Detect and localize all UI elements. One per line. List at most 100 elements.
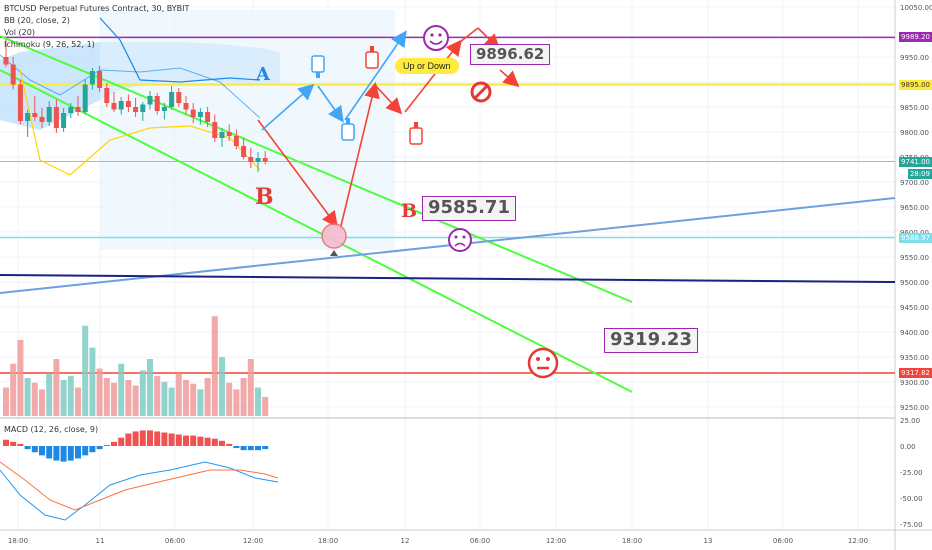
macd-bar [175,434,182,446]
volume-bar [111,382,117,416]
macd-bar [147,430,153,446]
channel-upper-line [0,35,633,303]
volume-bar [161,381,168,416]
volume-bar [3,387,9,416]
macd-tick-label: 25.00 [900,417,920,425]
volume-bar [17,340,24,416]
price-tick-label: 9450.00 [900,304,929,312]
candle-body [133,107,139,112]
candle-body [219,132,225,138]
price-tick-label: 9800.00 [900,129,929,137]
pointing-hand-icon [365,46,379,69]
macd-bar [46,446,53,459]
macd-bar [67,446,74,461]
happy-face-icon [423,25,449,51]
ichimoku-base-line [99,17,261,83]
volume-bars [3,316,269,416]
time-tick-label: 11 [96,537,105,545]
price-tick-label: 9350.00 [900,354,929,362]
pointing-hand-icon [409,122,423,145]
pointing-hand-icon [311,55,325,78]
volume-bar [211,316,218,416]
macd-tick-label: -50.00 [900,495,923,503]
volume-bar [175,373,182,416]
time-tick-label: 12 [401,537,410,545]
volume-bar [247,359,254,416]
volume-bar [183,379,189,416]
volume-bar [103,378,110,416]
candle-body [82,84,88,112]
time-tick-label: 12:00 [546,537,566,545]
macd-bar [103,444,110,446]
wave-label-a: A [256,64,270,85]
up-or-down-label: Up or Down [395,58,459,74]
volume-bar [233,389,240,416]
target-circle [321,223,347,249]
candle-body [111,103,117,110]
volume-bar [118,363,125,416]
macd-bar [96,446,103,450]
time-tick-label: 06:00 [165,537,185,545]
pointing-hand-icon [341,118,355,141]
volume-bar [240,378,247,416]
macd-legend: MACD (12, 26, close, 9) [4,425,99,434]
candle-body [154,96,160,111]
candle-body [10,64,16,85]
price-tick-label: 9550.00 [900,254,929,262]
price-tick-label: 9700.00 [900,179,929,187]
macd-bar [82,446,89,456]
candle-body [248,157,254,162]
price-level-tag: 9741.00 [899,156,932,167]
candle-body [262,158,268,162]
arrow-red-end [499,69,520,88]
candle-body [32,113,38,117]
macd-bar [10,441,17,446]
candle-body [118,101,124,110]
price-callout-9896: 9896.62 [470,44,551,66]
price-level-tag: 9895.00 [899,79,932,90]
candle-body [53,107,59,128]
volume-bar [67,376,74,416]
candle-body [68,107,74,113]
price-tick-label: 9850.00 [900,104,929,112]
time-tick-label: 18:00 [622,537,642,545]
volume-bar [24,378,31,416]
price-tick-label: 9400.00 [900,329,929,337]
chart-title: BTCUSD Perpetual Futures Contract, 30, B… [4,4,190,13]
volume-bar [226,382,233,416]
volume-bar [53,359,60,416]
candle-body [61,113,67,128]
candle-body [17,84,23,121]
arrow-red-up [339,81,380,231]
volume-bar [89,347,96,416]
volume-bar [255,387,261,416]
candlesticks [3,39,268,172]
time-tick-label: 18:00 [318,537,338,545]
volume-bar [219,357,225,416]
macd-tick-label: -25.00 [900,469,923,477]
macd-bar [204,437,211,446]
macd-bar [183,435,189,446]
macd-bar [161,432,168,446]
macd-bar [53,446,60,461]
candle-body [140,104,146,112]
sad-face-icon [448,228,472,252]
time-tick-label: 18:00 [8,537,28,545]
price-level-tag: 9588.97 [899,232,932,243]
volume-bar [190,383,197,416]
candle-body [161,107,167,111]
candle-body [75,107,81,112]
volume-bar [46,373,53,416]
prohibited-icon [470,81,492,103]
macd-bar [31,446,38,453]
macd-bar [247,446,254,451]
wave-label-b-left: B [255,184,274,210]
macd-bar [139,430,146,446]
bb-legend: BB (20, close, 2) [4,16,70,25]
candle-body [190,109,196,117]
macd-bar [197,436,204,446]
time-tick-label: 06:00 [773,537,793,545]
volume-bar [75,387,81,416]
macd-bar [233,446,240,449]
